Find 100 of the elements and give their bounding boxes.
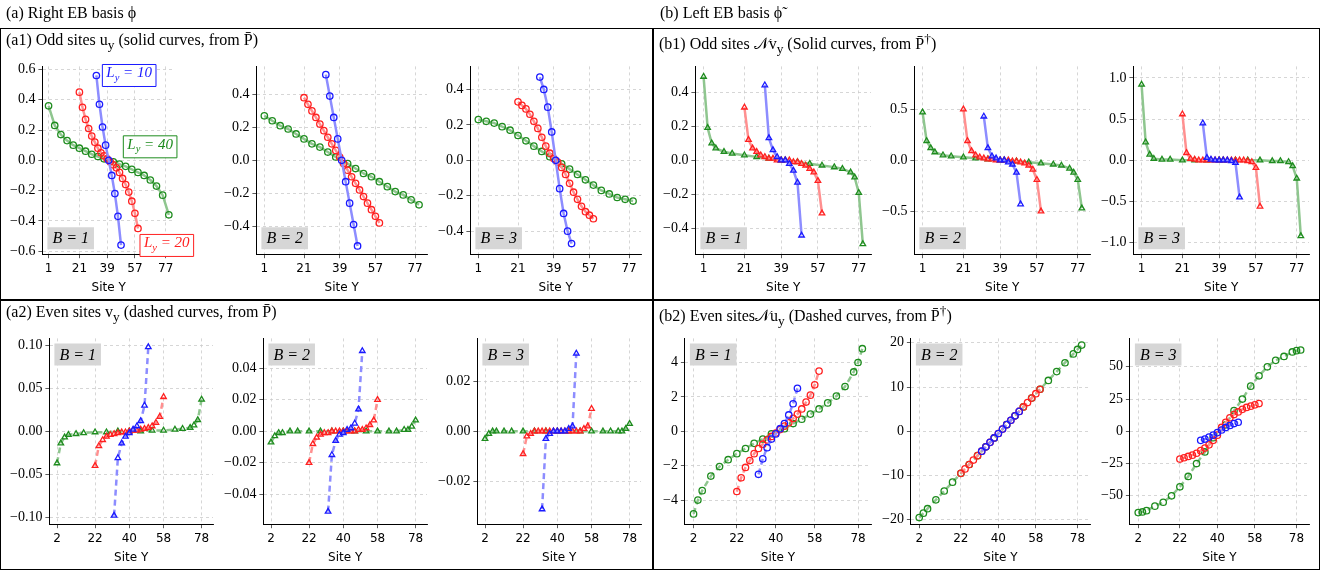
x-tick-label: 22 [729, 530, 745, 545]
y-tick-label: 4 [670, 354, 678, 370]
x-tick-label: 78 [1288, 530, 1305, 545]
y-tick-label: −0.5 [1100, 193, 1127, 209]
x-tick-label: 22 [87, 530, 103, 545]
y-tick-label: 0.0 [670, 151, 689, 167]
x-tick-label: 40 [549, 530, 565, 545]
y-tick-label: −20 [881, 511, 904, 527]
x-tick-label: 77 [621, 260, 637, 275]
x-tick-label: 22 [1172, 530, 1188, 545]
y-tick-label: −0.2 [223, 184, 250, 200]
x-tick-label: 77 [158, 260, 174, 275]
y-tick-label: −2 [662, 457, 678, 473]
x-tick-label: 1 [474, 260, 483, 275]
x-tick-label: 2 [1134, 530, 1143, 545]
x-axis-title: Site Y [324, 279, 360, 294]
y-tick-label: 0.0 [445, 151, 464, 167]
y-tick-label: 20 [889, 334, 904, 350]
x-tick-label: 77 [407, 260, 423, 275]
x-tick-label: 2 [267, 530, 275, 545]
x-tick-label: 58 [369, 530, 386, 545]
text: (a) Right EB basis ϕ [6, 4, 137, 21]
x-tick-label: 1 [260, 260, 269, 275]
y-tick-label: −0.4 [223, 217, 250, 233]
x-tick-label: 57 [581, 260, 598, 275]
annotation: B = 3 [480, 229, 517, 247]
text: (a2) Even sites v$_{y}$ (dashed curves, from P̄) [6, 303, 277, 325]
y-tick-label: 0.2 [231, 119, 250, 135]
y-tick-label: 0.2 [445, 116, 464, 132]
annotation: B = 2 [924, 229, 961, 247]
y-tick-label: 0.0 [17, 151, 36, 167]
y-tick-label: −0.10 [9, 508, 43, 524]
x-tick-label: 78 [621, 530, 638, 545]
annotation: B = 1 [52, 229, 89, 247]
y-tick-label: 1.0 [1108, 69, 1127, 85]
y-tick-label: 0.4 [670, 83, 689, 99]
x-tick-label: 21 [736, 260, 753, 275]
x-tick-label: 57 [127, 260, 143, 275]
annotation: B = 3 [1143, 229, 1180, 247]
x-tick-label: 78 [193, 530, 210, 545]
x-tick-label: 21 [1174, 260, 1191, 275]
x-tick-label: 21 [510, 260, 526, 275]
x-tick-label: 39 [99, 260, 115, 275]
x-tick-label: 40 [990, 530, 1007, 545]
x-tick-label: 39 [1211, 260, 1227, 275]
y-tick-label: −0.2 [662, 186, 689, 202]
x-tick-label: 78 [850, 530, 866, 545]
y-tick-label: 0.00 [231, 422, 257, 438]
annotation: B = 2 [266, 229, 303, 247]
x-tick-label: 2 [53, 530, 61, 545]
y-tick-label: −0.5 [881, 203, 908, 218]
y-tick-label: −0.2 [437, 187, 464, 203]
x-tick-label: 58 [155, 530, 172, 545]
x-tick-label: 22 [515, 530, 531, 545]
x-axis-title: Site Y [542, 549, 577, 564]
x-tick-label: 39 [546, 260, 562, 275]
y-tick-label: −1.0 [1100, 234, 1127, 250]
y-tick-label: −0.02 [223, 454, 257, 470]
y-tick-label: 0.6 [17, 61, 36, 77]
x-tick-label: 57 [810, 260, 826, 275]
annotation: B = 1 [705, 229, 742, 247]
x-axis-title: Site Y [1202, 549, 1238, 564]
x-tick-label: 77 [1289, 260, 1305, 275]
y-tick-label: 0.0 [889, 151, 908, 167]
y-tick-label: −0.4 [662, 220, 689, 236]
x-tick-label: 1 [699, 260, 708, 275]
y-tick-label: 0.4 [231, 86, 250, 102]
x-tick-label: 1 [918, 260, 927, 275]
y-tick-label: 0.10 [17, 336, 43, 352]
x-axis-title: Site Y [538, 279, 574, 294]
x-axis-title: Site Y [985, 279, 1020, 294]
x-axis-title: Site Y [766, 279, 801, 294]
x-tick-label: 77 [1070, 260, 1086, 275]
x-tick-label: 40 [768, 530, 784, 545]
text: (a1) Odd sites u$_{y}$ (solid curves, from P̄) [6, 31, 258, 53]
x-tick-label: 58 [1247, 530, 1263, 545]
x-tick-label: 58 [583, 530, 600, 545]
y-tick-label: 0.0 [1108, 151, 1127, 167]
x-tick-label: 57 [367, 260, 384, 275]
x-tick-label: 22 [953, 530, 969, 545]
annotation: B = 3 [487, 345, 524, 363]
annotation: B = 3 [1139, 345, 1177, 363]
x-tick-label: 40 [335, 530, 351, 545]
y-tick-label: 0.2 [670, 117, 689, 133]
x-axis-title: Site Y [760, 549, 796, 564]
x-tick-label: 21 [296, 260, 312, 275]
y-tick-label: −0.4 [437, 222, 464, 238]
y-tick-label: 0.5 [1108, 110, 1127, 126]
y-tick-label: 0.00 [445, 422, 471, 438]
x-tick-label: 39 [992, 260, 1008, 275]
x-axis-title: Site Y [1204, 279, 1239, 294]
x-tick-label: 78 [407, 530, 424, 545]
y-tick-label: 0.04 [231, 359, 257, 375]
y-tick-label: 0.5 [889, 100, 908, 116]
y-tick-label: −0.4 [9, 212, 36, 228]
x-tick-label: 2 [481, 530, 489, 545]
y-tick-label: −25 [1100, 455, 1123, 471]
y-tick-label: 0.4 [17, 91, 36, 107]
y-tick-label: 0.05 [17, 379, 43, 395]
y-tick-label: −0.02 [437, 473, 471, 489]
